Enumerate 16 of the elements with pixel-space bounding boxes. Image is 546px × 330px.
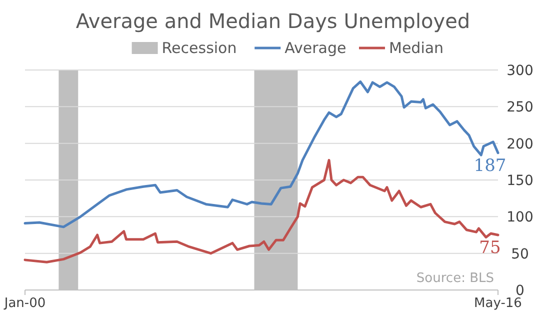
y-tick-label: 150: [506, 173, 534, 189]
chart-title: Average and Median Days Unemployed: [76, 9, 470, 33]
legend-label: Average: [284, 39, 346, 57]
y-tick-label: 50: [511, 246, 529, 262]
legend-label: Median: [389, 39, 444, 57]
data-label: 187: [474, 156, 506, 176]
x-tick-label: Jan-00: [3, 296, 46, 311]
data-label: 75: [479, 238, 501, 258]
y-tick-label: 100: [506, 210, 534, 226]
legend-label: Recession: [162, 39, 237, 57]
y-tick-label: 300: [506, 63, 534, 79]
y-tick-label: 200: [506, 136, 534, 152]
y-tick-label: 250: [506, 100, 534, 116]
x-tick-label: May-16: [474, 296, 522, 311]
y-tick-label: 0: [516, 283, 524, 299]
annotation: Source: BLS: [416, 271, 494, 286]
